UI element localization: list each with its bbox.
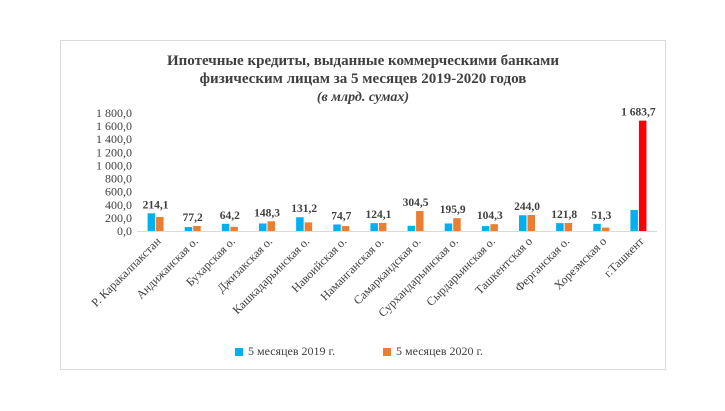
- bar-2020: [601, 227, 610, 231]
- bar-2020: [156, 216, 164, 231]
- bar-2020: [341, 226, 350, 231]
- y-tick-label: 800,0: [105, 172, 132, 186]
- bar-2020: [304, 222, 313, 231]
- legend-swatch-2020: [383, 347, 391, 356]
- data-label: 77,2: [183, 212, 203, 224]
- y-tick-label: 0,0: [117, 224, 132, 238]
- bar-2019: [444, 223, 453, 231]
- legend-label-2020: 5 месяцев 2020 г.: [396, 344, 484, 358]
- data-label: 1 683,7: [621, 107, 656, 119]
- bar-2019: [147, 213, 156, 231]
- data-label: 131,2: [291, 203, 317, 215]
- y-tick-label: 200,0: [105, 211, 132, 225]
- data-label: 214,1: [143, 199, 169, 211]
- y-tick-label: 1 000,0: [96, 158, 132, 172]
- bar-2020: [638, 120, 647, 231]
- bar-2019: [593, 223, 601, 231]
- bar-2019: [481, 226, 490, 231]
- data-label: 124,1: [365, 209, 391, 221]
- data-label: 244,0: [514, 201, 540, 213]
- bar-2019: [296, 217, 304, 231]
- bar-2019: [519, 215, 527, 231]
- bar-2020: [378, 222, 387, 231]
- bar-2020: [267, 221, 275, 231]
- data-label: 195,9: [440, 204, 466, 216]
- chart-area: [60, 40, 666, 370]
- bar-2020: [230, 226, 238, 231]
- data-label: 51,3: [591, 210, 611, 222]
- y-tick-label: 400,0: [105, 198, 132, 212]
- legend-item-2020: 5 месяцев 2020 г.: [383, 344, 483, 359]
- bar-2020: [564, 223, 573, 231]
- bar-2019: [630, 210, 638, 231]
- chart-title-line2: физическим лицам за 5 месяцев 2019-2020 …: [199, 71, 527, 87]
- data-label: 121,8: [551, 209, 577, 221]
- data-label: 74,7: [331, 210, 351, 222]
- bar-2019: [370, 223, 378, 231]
- bar-2020: [453, 218, 461, 231]
- y-tick-label: 1 200,0: [96, 145, 132, 159]
- y-tick-label: 1 800,0: [96, 106, 132, 120]
- bar-2019: [184, 227, 193, 231]
- legend-item-2019: 5 месяцев 2019 г.: [235, 344, 335, 359]
- chart-title-line1: Ипотечные кредиты, выданные коммерческим…: [166, 53, 560, 69]
- y-tick-label: 1 600,0: [96, 119, 132, 133]
- bar-2019: [221, 223, 230, 231]
- data-label: 104,3: [477, 210, 503, 222]
- data-label: 304,5: [403, 197, 429, 209]
- bar-2019: [407, 225, 416, 231]
- bar-2019: [333, 224, 341, 231]
- x-tick-label: г.Ташкент: [601, 234, 647, 280]
- bar-2019: [556, 223, 564, 231]
- data-label: 64,2: [220, 210, 240, 222]
- bar-2019: [259, 223, 267, 231]
- bar-2020: [416, 211, 424, 231]
- data-label: 148,3: [254, 207, 280, 219]
- y-tick-label: 1 400,0: [96, 132, 132, 146]
- bar-2020: [490, 224, 498, 231]
- x-tick-label: Самаркандская о.: [351, 234, 424, 307]
- bar-2020: [193, 225, 201, 231]
- legend-swatch-2019: [235, 347, 243, 356]
- y-tick-label: 600,0: [105, 185, 132, 199]
- bar-2020: [527, 215, 535, 231]
- legend-label-2019: 5 месяцев 2019 г.: [248, 344, 336, 358]
- chart-subtitle: (в млрд. сумах): [316, 90, 410, 105]
